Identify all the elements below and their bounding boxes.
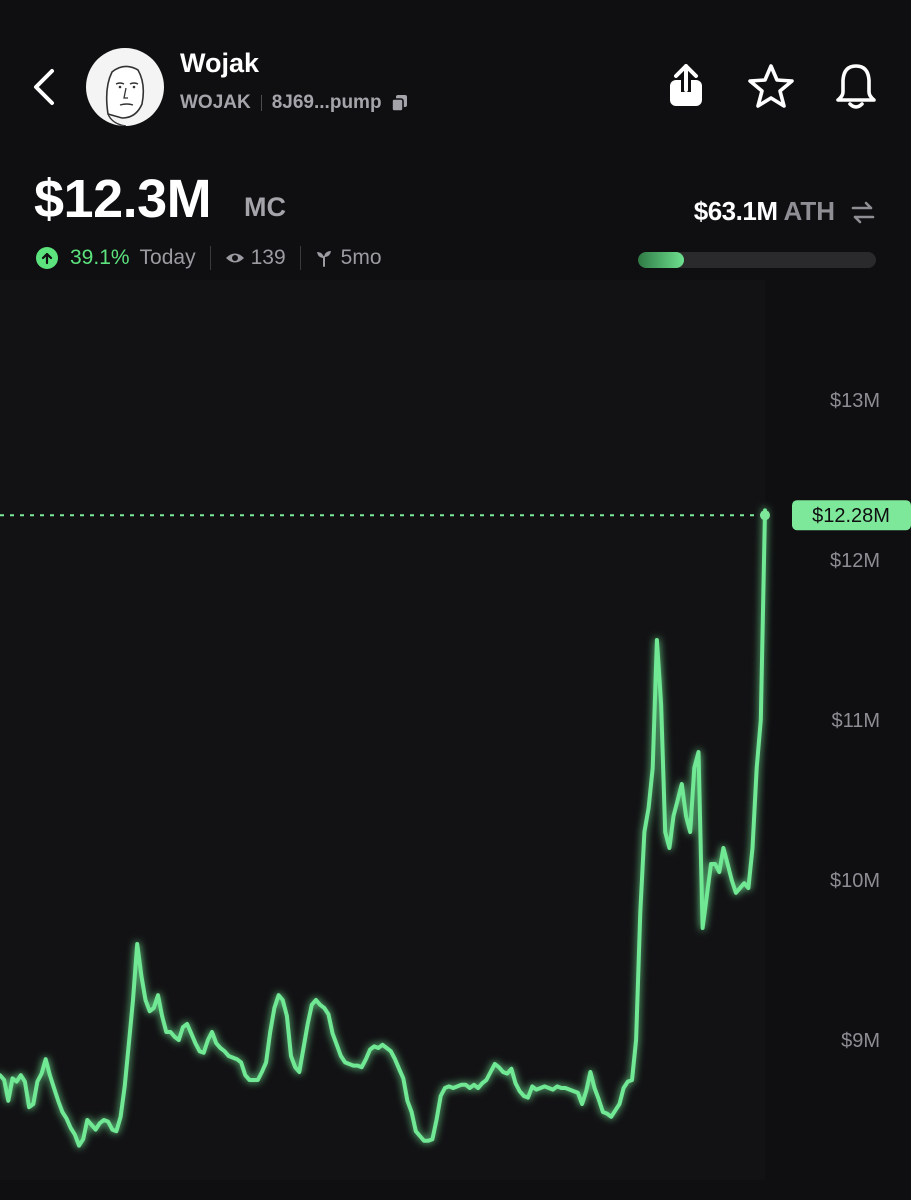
price-chart[interactable]: $13M $12M $11M $10M $9M $12.28M — [0, 280, 911, 1180]
favorite-button[interactable] — [746, 62, 796, 110]
share-icon — [670, 64, 702, 106]
ath-progress-bar — [638, 252, 876, 268]
share-button[interactable] — [662, 60, 710, 112]
price-series-line — [0, 508, 767, 1148]
y-tick-label: $13M — [830, 390, 880, 412]
market-cap-value: $12.3M — [34, 169, 212, 229]
sprout-icon — [316, 251, 331, 267]
arrow-up-icon — [36, 247, 58, 269]
bell-icon — [836, 64, 876, 109]
current-price-dot — [760, 510, 770, 521]
divider — [209, 246, 211, 270]
ath-label: ATH — [783, 196, 835, 226]
y-tick-label: $9M — [841, 1030, 880, 1052]
divider — [260, 95, 262, 111]
current-price-tag: $12.28M — [792, 500, 911, 531]
y-tick-label: $10M — [830, 870, 880, 892]
token-name: Wojak — [180, 48, 260, 78]
avatar — [86, 48, 164, 126]
contract-address[interactable]: 8J69...pump — [271, 92, 382, 113]
copy-icon — [390, 95, 407, 112]
alerts-button[interactable] — [832, 60, 880, 112]
divider — [299, 246, 301, 270]
swap-icon[interactable] — [849, 199, 877, 225]
ticker: WOJAK — [180, 92, 251, 113]
view-count: 139 — [250, 246, 286, 269]
back-button[interactable] — [22, 62, 66, 112]
current-price-label: $12.28M — [812, 505, 890, 527]
chevron-left-icon — [34, 69, 54, 105]
eye-icon — [225, 253, 244, 263]
star-icon — [748, 64, 794, 108]
token-age: 5mo — [340, 246, 382, 269]
y-tick-label: $11M — [831, 710, 880, 732]
ath-value: $63.1M — [693, 196, 778, 226]
market-cap-label: MC — [244, 192, 286, 222]
y-tick-label: $12M — [830, 550, 880, 572]
ath-progress-fill — [638, 252, 685, 268]
change-period: Today — [139, 246, 196, 269]
change-percent: 39.1% — [70, 246, 130, 269]
y-axis: $13M $12M $11M $10M $9M — [830, 390, 880, 1052]
copy-address-button[interactable] — [390, 93, 410, 113]
stats-row: 39.1% Today 139 5mo — [36, 246, 382, 270]
token-meta: WOJAK 8J69...pump — [180, 92, 410, 114]
ath-row[interactable]: $63.1M ATH — [694, 196, 877, 227]
